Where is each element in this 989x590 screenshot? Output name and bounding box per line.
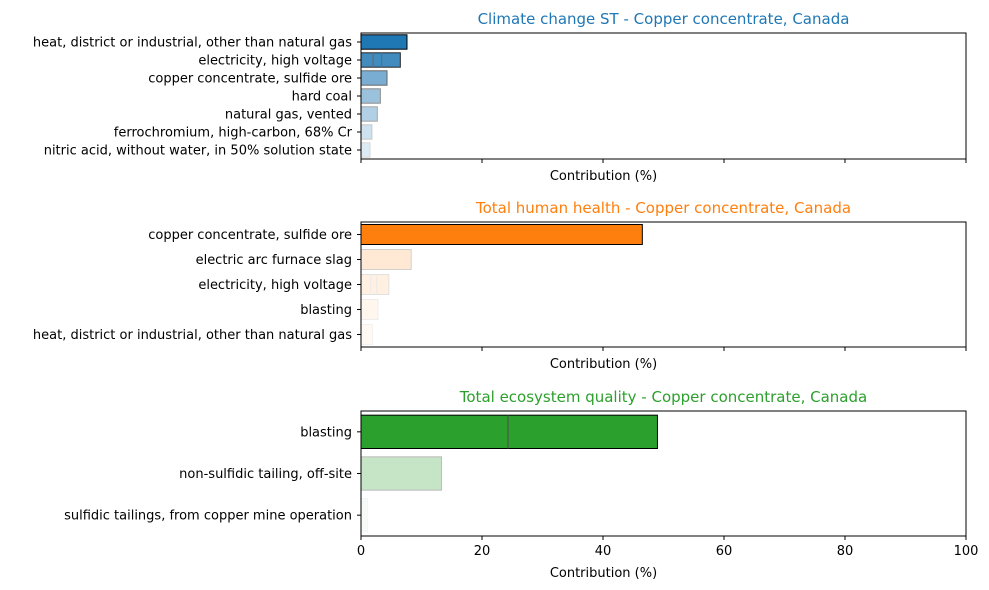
- x-tick-label: 80: [837, 544, 854, 559]
- bar-3: [360, 70, 388, 86]
- category-label: electricity, high voltage: [198, 54, 352, 69]
- category-label: nitric acid, without water, in 50% solut…: [44, 144, 352, 159]
- category-label: blasting: [300, 303, 352, 318]
- bar-3: [360, 274, 390, 295]
- bar-6: [360, 124, 373, 140]
- axes-frame: [360, 32, 967, 160]
- x-tick-label: 20: [474, 544, 491, 559]
- chart-panel-1: Climate change ST - Copper concentrate, …: [33, 10, 967, 184]
- axes-frame: [360, 221, 967, 348]
- x-tick-label: 60: [716, 544, 733, 559]
- category-label: natural gas, vented: [225, 108, 352, 123]
- x-axis-label: Contribution (%): [550, 169, 657, 184]
- bar-2: [360, 456, 442, 491]
- bar-1: [360, 414, 658, 449]
- bar-1: [360, 224, 643, 245]
- bar-3: [360, 498, 369, 533]
- category-label: copper concentrate, sulfide ore: [148, 72, 352, 87]
- category-label: non-sulfidic tailing, off-site: [179, 467, 352, 482]
- category-label: heat, district or industrial, other than…: [33, 328, 352, 343]
- chart-title: Total human health - Copper concentrate,…: [475, 199, 851, 217]
- bar-4: [360, 88, 381, 104]
- bar-7: [360, 142, 371, 158]
- bar-4: [360, 299, 379, 320]
- category-label: electricity, high voltage: [198, 278, 352, 293]
- x-axis-label: Contribution (%): [550, 566, 657, 581]
- category-label: hard coal: [292, 90, 352, 105]
- x-tick-label: 100: [954, 544, 979, 559]
- category-label: sulfidic tailings, from copper mine oper…: [64, 509, 352, 524]
- bar-5: [360, 324, 373, 345]
- x-axis-label: Contribution (%): [550, 357, 657, 372]
- x-tick-label: 0: [357, 544, 365, 559]
- category-label: copper concentrate, sulfide ore: [148, 228, 352, 243]
- category-label: electric arc furnace slag: [196, 253, 352, 268]
- chart-panel-3: Total ecosystem quality - Copper concent…: [64, 388, 978, 581]
- category-label: heat, district or industrial, other than…: [33, 36, 352, 51]
- chart-title: Total ecosystem quality - Copper concent…: [459, 388, 867, 406]
- category-label: ferrochromium, high-carbon, 68% Cr: [114, 126, 353, 141]
- axes-frame: [360, 410, 967, 537]
- chart-title: Climate change ST - Copper concentrate, …: [478, 10, 850, 28]
- bar-2: [360, 52, 401, 68]
- bar-1: [360, 34, 408, 50]
- chart-panel-2: Total human health - Copper concentrate,…: [33, 199, 967, 372]
- x-tick-label: 40: [595, 544, 612, 559]
- bar-2: [360, 249, 412, 270]
- category-label: blasting: [300, 425, 352, 440]
- bar-5: [360, 106, 378, 122]
